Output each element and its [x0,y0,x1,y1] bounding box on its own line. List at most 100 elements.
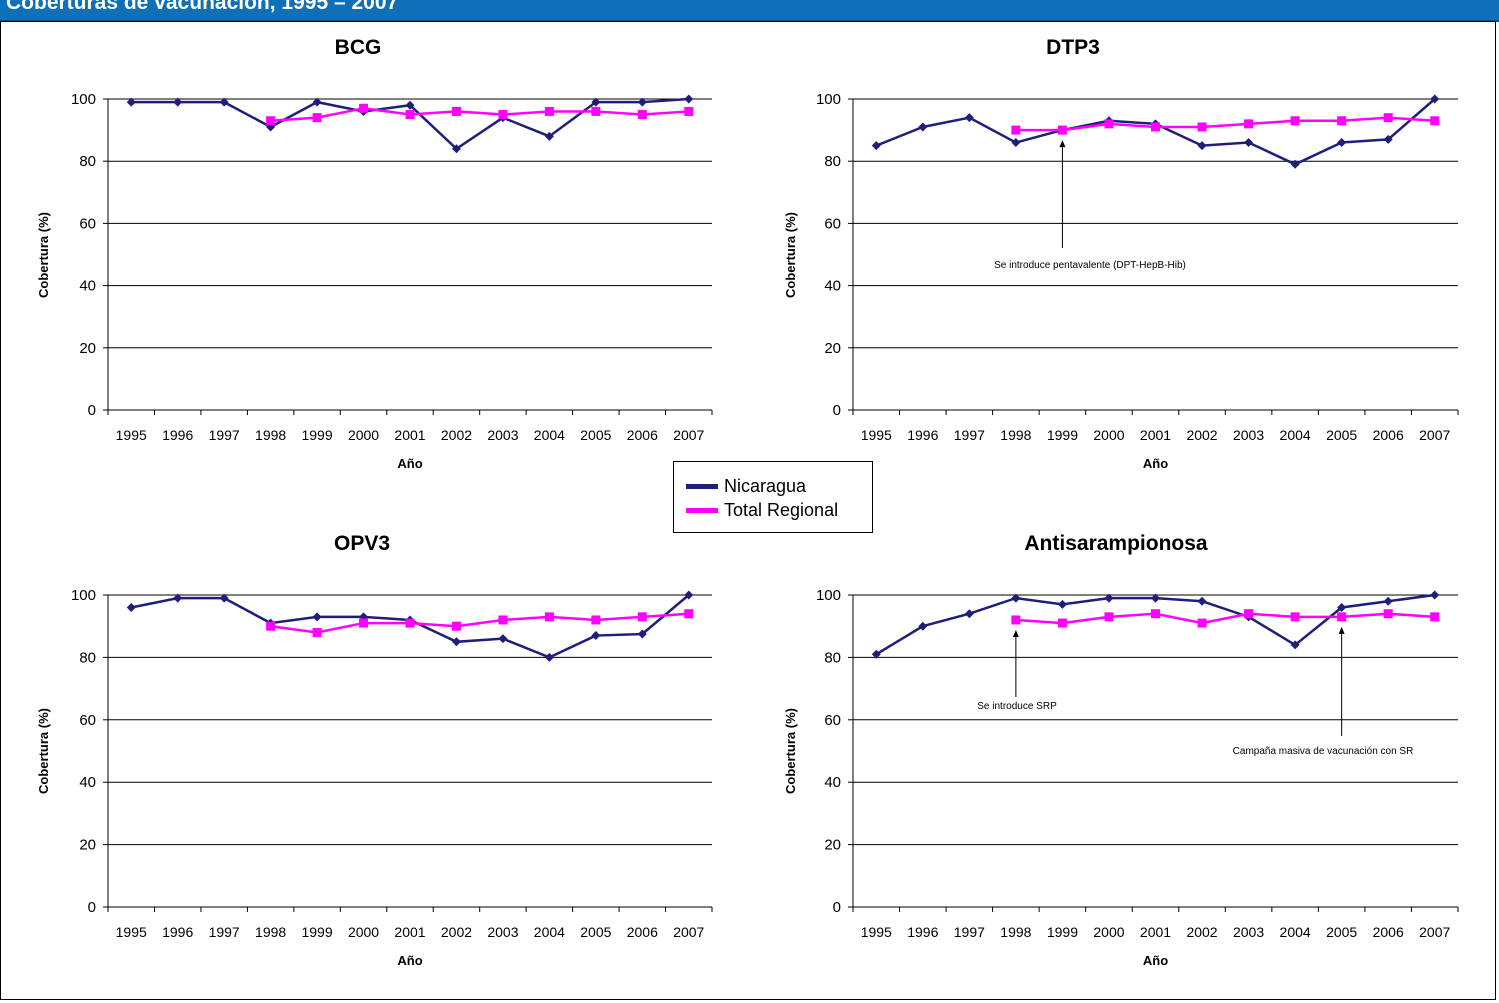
data-point [312,627,322,637]
data-point [1290,116,1300,126]
series-line [1015,116,1435,132]
x-tick-label: 1998 [1000,924,1031,940]
x-tick-label: 1996 [162,924,193,940]
x-tick-label: 2003 [1233,427,1264,443]
y-tick-label: 40 [824,278,841,295]
chart-title: BCG [335,36,382,59]
y-tick-label: 100 [816,91,841,108]
data-point [637,629,647,639]
x-axis-label: Año [1143,953,1168,968]
y-tick-label: 0 [88,402,96,419]
data-point [1290,159,1300,169]
data-point [1057,599,1067,609]
x-tick-label: 1997 [209,427,240,443]
x-tick-label: 2002 [441,427,472,443]
y-axis-label: Cobertura (%) [36,212,51,298]
x-tick-label: 2002 [1186,924,1217,940]
y-tick-label: 60 [824,215,841,232]
y-tick-label: 0 [88,899,96,916]
data-point [684,590,694,600]
data-point [591,106,601,116]
data-point [544,131,554,141]
y-tick-label: 20 [824,340,841,357]
data-point [684,609,694,619]
data-point [1104,119,1114,129]
x-tick-label: 2000 [1093,427,1124,443]
y-tick-label: 0 [833,402,841,419]
x-tick-label: 1999 [1047,924,1078,940]
data-point [1337,138,1347,148]
x-tick-label: 2000 [348,924,379,940]
data-point [1383,609,1393,619]
x-tick-label: 1995 [861,427,892,443]
x-tick-label: 1998 [255,924,286,940]
data-point [1337,612,1347,622]
data-point [964,113,974,123]
chart-title: DTP3 [1046,36,1100,59]
y-tick-label: 40 [79,774,96,791]
annotation-arrowhead [1059,140,1066,148]
x-tick-label: 2004 [1280,924,1311,940]
data-point [1197,122,1207,132]
x-axis-label: Año [1143,456,1168,471]
x-tick-label: 2000 [348,427,379,443]
series-line [270,612,689,634]
data-point [1104,612,1114,622]
data-point [405,110,415,120]
data-point [498,615,508,625]
data-point [1383,134,1393,144]
x-tick-label: 2002 [1186,427,1217,443]
x-tick-label: 2007 [673,924,704,940]
data-point [451,637,461,647]
legend-item-total-regional: Total Regional [686,499,838,521]
x-tick-label: 2005 [1326,427,1357,443]
x-tick-label: 1995 [116,924,147,940]
annotation-text: Se introduce pentavalente (DPT-HepB-Hib) [994,260,1186,271]
series-line [1015,612,1435,625]
data-point [591,631,601,641]
y-axis-label: Cobertura (%) [36,708,51,794]
data-point [637,612,647,622]
series-line [875,98,1436,166]
data-point [405,618,415,628]
data-point [871,649,881,659]
x-tick-label: 2006 [1373,427,1404,443]
x-tick-label: 2001 [394,924,425,940]
y-tick-label: 60 [79,215,96,232]
x-tick-label: 1999 [301,427,332,443]
x-tick-label: 2004 [534,427,565,443]
x-tick-label: 2003 [1233,924,1264,940]
data-point [1151,609,1160,619]
x-tick-label: 2003 [487,924,518,940]
x-tick-label: 2006 [1373,924,1404,940]
legend-label-nicaragua: Nicaragua [724,475,807,496]
data-point [451,144,461,154]
x-tick-label: 2004 [534,924,565,940]
data-point [359,103,369,113]
y-tick-label: 20 [824,837,841,854]
y-tick-label: 20 [79,837,96,854]
x-tick-label: 2007 [1419,924,1450,940]
series-line [875,593,1435,656]
data-point [591,615,601,625]
data-point [1151,122,1160,132]
page-title: Coberturas de vacunación, 1995 – 2007 [6,0,399,14]
annotation-arrowhead [1338,626,1345,634]
data-point [544,106,554,116]
data-point [918,122,928,132]
y-tick-label: 100 [816,587,841,604]
x-tick-label: 1999 [301,924,332,940]
x-tick-label: 1995 [861,924,892,940]
data-point [1430,116,1440,126]
data-point [126,97,136,107]
y-tick-label: 0 [833,899,841,916]
y-tick-label: 100 [71,91,96,108]
x-tick-label: 2004 [1280,427,1311,443]
x-tick-label: 2003 [487,427,518,443]
x-axis-label: Año [397,953,422,968]
x-tick-label: 1996 [907,427,938,443]
data-point [266,621,276,631]
annotation-text: Se introduce SRP [977,701,1057,712]
chart-title: OPV3 [334,532,390,555]
